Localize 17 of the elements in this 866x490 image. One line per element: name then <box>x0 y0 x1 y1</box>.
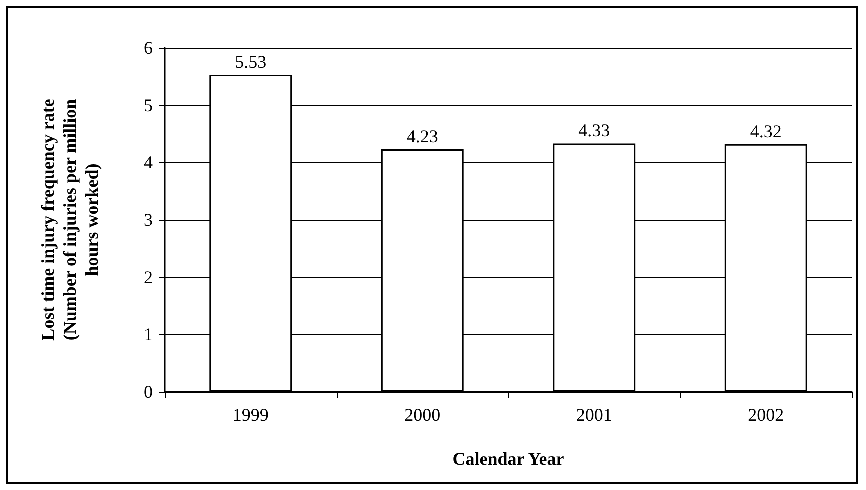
x-axis-title: Calendar Year <box>452 449 564 469</box>
x-tick-label: 2002 <box>748 405 784 425</box>
data-label: 4.33 <box>578 120 610 141</box>
y-axis-title: Lost time injury frequency rate (Number of injuries per million hours worked) <box>38 99 102 341</box>
y-tick-label: 6 <box>144 38 153 58</box>
y-tick-label: 5 <box>144 95 153 116</box>
data-label: 4.23 <box>406 126 438 146</box>
y-tick-label: 1 <box>144 324 153 345</box>
x-tick-label: 2001 <box>576 405 612 425</box>
y-tick-label: 0 <box>144 382 153 402</box>
data-label: 5.53 <box>235 52 267 72</box>
x-tick-label: 2000 <box>404 405 441 425</box>
data-label: 4.32 <box>750 121 782 142</box>
y-tick-label: 3 <box>144 210 153 230</box>
y-tick-label: 2 <box>144 267 153 288</box>
x-tick-label: 1999 <box>232 405 269 425</box>
y-tick-label: 4 <box>144 152 153 173</box>
